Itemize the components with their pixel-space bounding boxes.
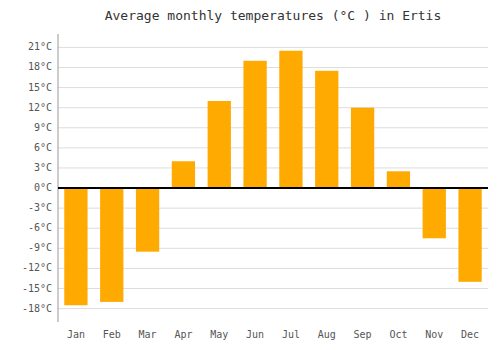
- grid: [58, 47, 488, 308]
- y-axis-line: [58, 34, 59, 322]
- x-tick-label: Aug: [318, 329, 336, 340]
- y-tick-label: -9°C: [28, 242, 52, 253]
- y-tick-label: 9°C: [34, 122, 52, 133]
- chart-container: -18°C -15°C -12°C -9°C -6°C -3°C 0°C 3°C 6°C 9°C 1…: [0, 0, 500, 350]
- x-tick-label: Apr: [174, 329, 192, 340]
- bar: [208, 101, 231, 188]
- grid-line: [58, 167, 488, 168]
- bar: [458, 188, 481, 282]
- y-tick-label: 12°C: [28, 102, 52, 113]
- bar: [172, 161, 195, 188]
- y-tick-label: -6°C: [28, 222, 52, 233]
- grid-line: [58, 87, 488, 88]
- grid-line: [58, 47, 488, 48]
- grid-line: [58, 67, 488, 68]
- y-tick-label: -18°C: [22, 303, 52, 314]
- x-tick-label: Mar: [139, 329, 157, 340]
- x-tick-label: Feb: [103, 329, 121, 340]
- grid-line: [58, 308, 488, 309]
- x-tick-label: Jan: [67, 329, 85, 340]
- bar: [315, 71, 338, 188]
- y-tick-label: 6°C: [34, 142, 52, 153]
- y-tick-label: 18°C: [28, 61, 52, 72]
- y-tick-label: 3°C: [34, 162, 52, 173]
- x-tick-label: Dec: [461, 329, 479, 340]
- y-tick-label: -15°C: [22, 283, 52, 294]
- chart-title: Average monthly temperatures (°C ) in Er…: [105, 8, 442, 23]
- chart-svg: -18°C -15°C -12°C -9°C -6°C -3°C 0°C 3°C 6°C 9°C 1…: [0, 0, 500, 350]
- bar: [136, 188, 159, 252]
- bar: [351, 108, 374, 188]
- y-tick-label: 0°C: [34, 182, 52, 193]
- grid-line: [58, 188, 488, 189]
- bar: [64, 188, 87, 305]
- y-tick-label: 21°C: [28, 41, 52, 52]
- x-tick-label: May: [210, 329, 228, 340]
- y-tick-label: -12°C: [22, 262, 52, 273]
- bar: [423, 188, 446, 238]
- zero-line: [58, 187, 488, 189]
- bars: [64, 51, 481, 306]
- grid-line: [58, 107, 488, 108]
- x-tick-label: Jul: [282, 329, 300, 340]
- x-tick-label: Oct: [389, 329, 407, 340]
- bar: [279, 51, 302, 188]
- bar: [100, 188, 123, 302]
- x-tick-label: Sep: [354, 329, 372, 340]
- grid-line: [58, 127, 488, 128]
- x-tick-label: Nov: [425, 329, 443, 340]
- x-tick-label: Jun: [246, 329, 264, 340]
- y-tick-label: -3°C: [28, 202, 52, 213]
- bar: [243, 61, 266, 188]
- bar: [387, 171, 410, 188]
- grid-line: [58, 147, 488, 148]
- y-tick-label: 15°C: [28, 82, 52, 93]
